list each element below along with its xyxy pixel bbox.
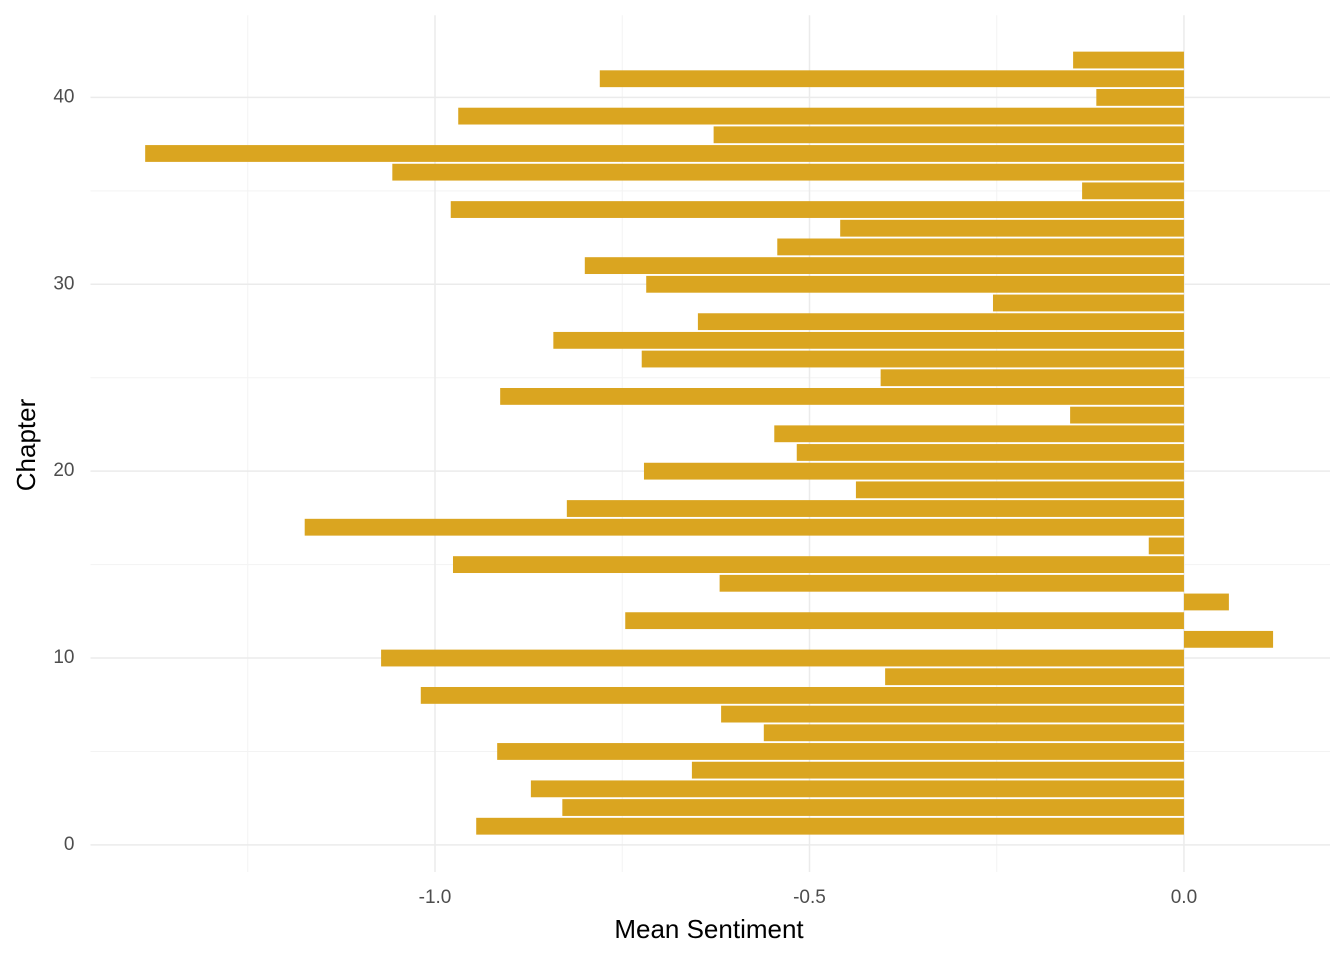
bar [450, 201, 1184, 218]
x-tick-label: 0.0 [1171, 887, 1197, 908]
bar [553, 331, 1184, 349]
bar [840, 219, 1184, 237]
bar [530, 780, 1184, 798]
x-axis-title: Mean Sentiment [614, 914, 804, 944]
bar [1073, 51, 1184, 69]
bar [992, 294, 1184, 312]
bar [1070, 406, 1184, 424]
y-tick-label: 0 [64, 834, 75, 855]
bar [625, 612, 1184, 630]
bar [855, 481, 1184, 499]
y-tick-label: 30 [53, 273, 74, 294]
bar [497, 743, 1184, 760]
bar [643, 462, 1184, 480]
bar [420, 686, 1184, 704]
bar [774, 425, 1184, 443]
y-tick-label: 10 [53, 647, 74, 668]
bar [1096, 89, 1184, 106]
bar [1183, 630, 1274, 648]
bar [562, 799, 1184, 816]
x-tick-label: -0.5 [793, 887, 826, 908]
bar [392, 163, 1184, 181]
bar [777, 238, 1184, 256]
bar [641, 350, 1184, 368]
bar [796, 444, 1184, 461]
bar [476, 817, 1184, 835]
bar [500, 388, 1184, 405]
bar [691, 761, 1184, 779]
bar [1183, 593, 1229, 611]
bar [721, 705, 1184, 723]
y-tick-label: 20 [53, 460, 74, 481]
bar [719, 574, 1184, 592]
bar [1148, 537, 1184, 555]
bar [697, 313, 1184, 331]
y-axis-title: Chapter [11, 398, 41, 491]
bar [880, 369, 1184, 387]
bar [599, 70, 1184, 88]
bar [1082, 182, 1184, 200]
y-tick-label: 40 [53, 86, 74, 107]
x-tick-label: -1.0 [419, 887, 452, 908]
bar [452, 556, 1184, 574]
bar [458, 107, 1184, 125]
bar [304, 518, 1184, 536]
bar [145, 145, 1184, 162]
bar [566, 500, 1184, 517]
bar [713, 126, 1184, 144]
bar [381, 649, 1184, 667]
bar [885, 668, 1184, 686]
bar [763, 724, 1184, 742]
bar [646, 275, 1184, 293]
bar [584, 257, 1184, 275]
